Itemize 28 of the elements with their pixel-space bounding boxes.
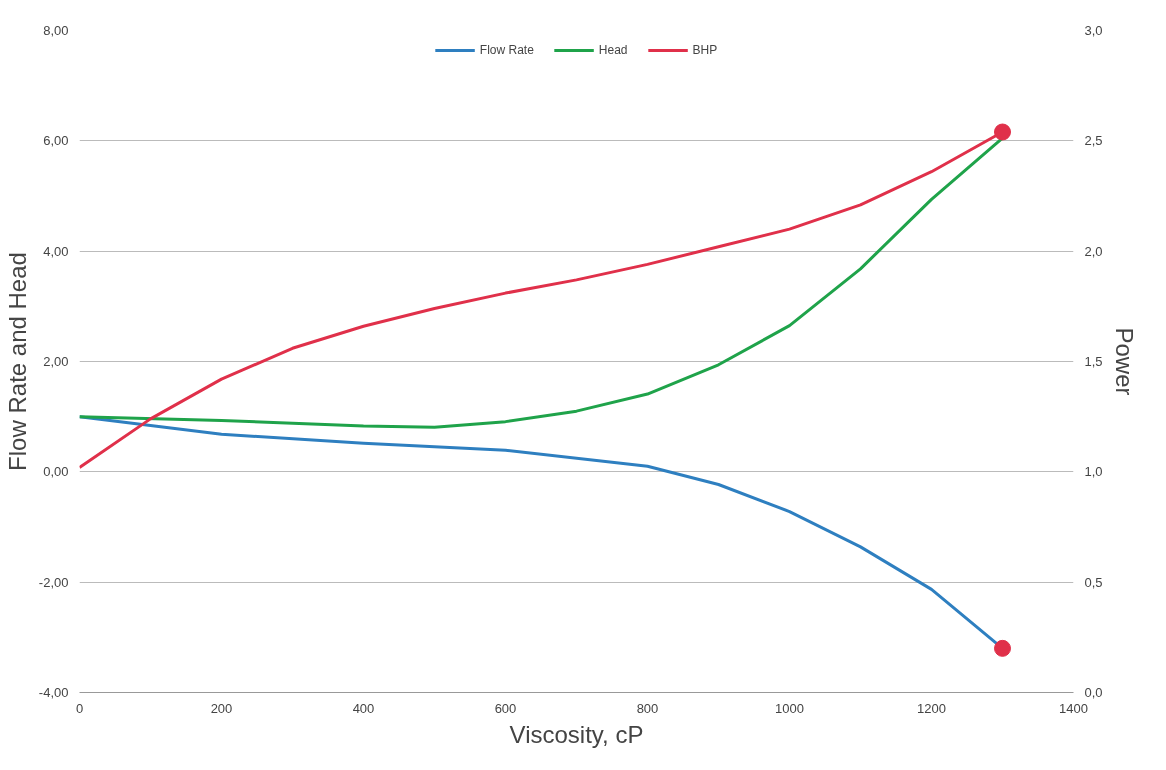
y2-tick-label: 3,0 (1084, 23, 1103, 38)
x-tick-label: 1200 (917, 700, 946, 716)
x-tick-label: 600 (494, 700, 517, 716)
y-axis-title: Flow Rate and Head (3, 252, 31, 471)
x-tick-label: 200 (210, 700, 233, 716)
y-tick-label: 2,00 (43, 354, 69, 369)
x-tick-label: 0 (75, 700, 84, 716)
y2-tick-label: 0,5 (1084, 574, 1103, 590)
legend-label: Flow Rate (479, 43, 534, 57)
legend-label: BHP (692, 43, 718, 57)
y-tick-label: 6,00 (43, 133, 69, 149)
y2-tick-label: 1,5 (1084, 354, 1103, 369)
y2-axis-title: Power (1110, 327, 1138, 396)
x-tick-label: 400 (352, 700, 375, 716)
y2-tick-label: 0,0 (1084, 685, 1103, 700)
y2-tick-label: 2,0 (1084, 243, 1103, 259)
y2-tick-label: 2,5 (1084, 133, 1103, 149)
y2-tick-label: 1,0 (1084, 464, 1103, 480)
y-tick-label: -4,00 (38, 685, 69, 700)
x-tick-label: 800 (636, 700, 659, 716)
x-axis-title: Viscosity, cP (509, 720, 644, 748)
y-tick-label: 0,00 (43, 464, 69, 480)
x-tick-label: 1400 (1059, 700, 1088, 716)
x-tick-label: 1000 (775, 700, 804, 716)
y-tick-label: 8,00 (43, 23, 69, 38)
y-tick-label: 4,00 (43, 243, 69, 259)
legend-label: Head (598, 43, 628, 57)
y-tick-label: -2,00 (38, 574, 69, 590)
